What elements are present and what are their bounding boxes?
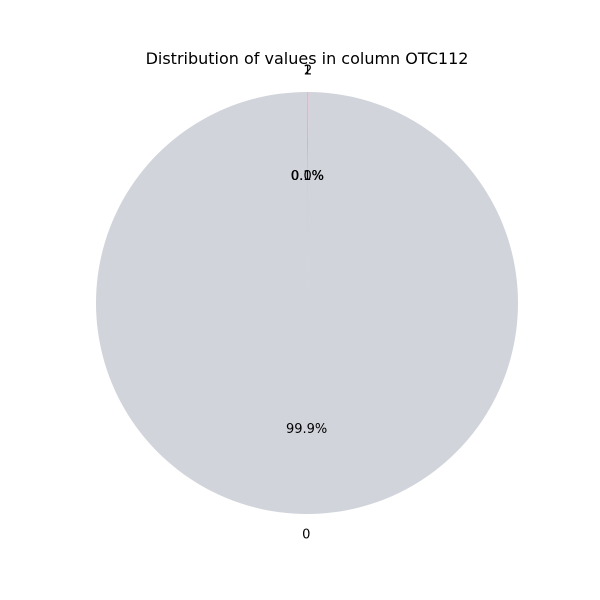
slice-label-0: 0: [302, 528, 310, 543]
percent-label-1: 0.1%: [291, 169, 324, 184]
chart-title: Distribution of values in column OTC112: [146, 49, 469, 68]
pie-slices: [96, 92, 519, 514]
pie-slice-2: [307, 92, 309, 303]
pie-labels: 0 99.9% 2 0.0% 1 0.1%: [286, 63, 327, 542]
pie-slice-0: [96, 92, 519, 514]
slice-label-1: 1: [303, 63, 311, 78]
slice-label-2: 2: [304, 63, 312, 78]
percent-label-0: 99.9%: [286, 422, 327, 437]
percent-label-2: 0.0%: [291, 169, 324, 184]
pie-slice-1: [307, 92, 308, 303]
